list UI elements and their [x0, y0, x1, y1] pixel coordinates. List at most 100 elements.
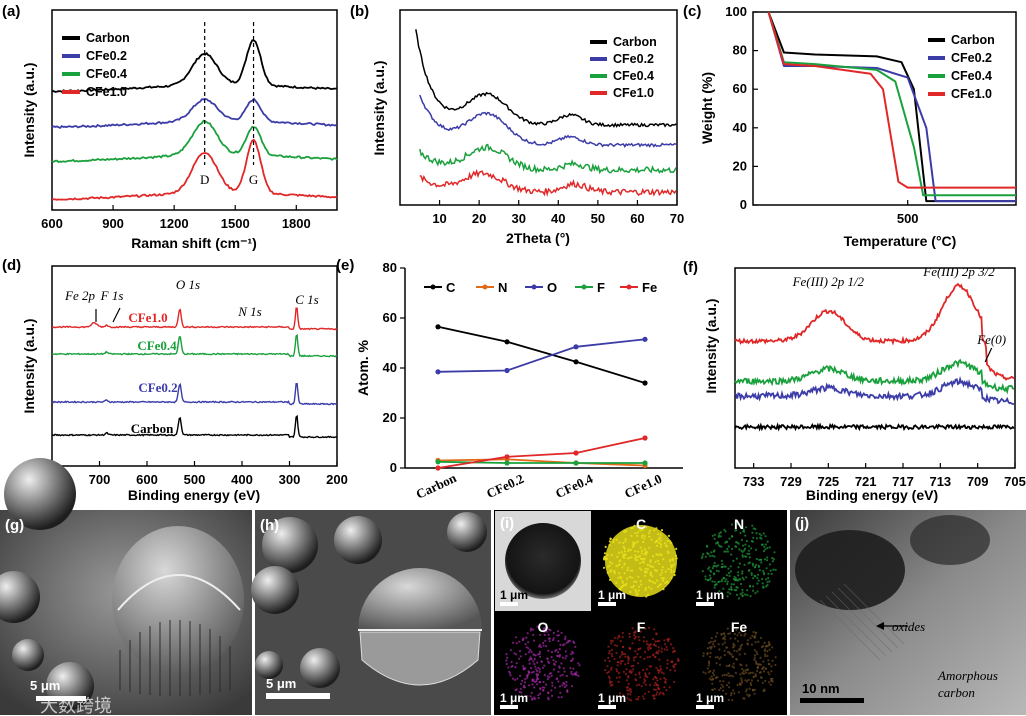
- eds-tile-dot: [740, 681, 744, 684]
- eds-tile-dot: [566, 690, 569, 694]
- eds-tile-dot: [766, 559, 769, 562]
- eds-tile-dot: [760, 537, 763, 540]
- eds-tile-dot: [766, 546, 769, 550]
- eds-tile-dot: [648, 655, 652, 659]
- chart-f-arrow-fe0: [984, 347, 993, 363]
- eds-tile-dot: [727, 681, 731, 684]
- eds-tile-dot: [713, 533, 717, 536]
- eds-tile-element-Fe: Fe: [731, 619, 748, 635]
- eds-tile-dot: [730, 553, 733, 556]
- eds-tile-dot: [657, 671, 660, 674]
- chart-a: Raman shift (cm⁻¹) Intensity (a.u.): [21, 9, 338, 251]
- eds-tile-dot: [708, 646, 712, 649]
- eds-tile-dot: [723, 654, 726, 657]
- eds-tile-dot: [624, 653, 627, 656]
- eds-tile-dot: [748, 556, 752, 559]
- eds-tile-scale-label: 1 μm: [500, 691, 528, 705]
- chart-c-legend-label-Carbon: Carbon: [951, 33, 995, 47]
- eds-tile-dot: [507, 666, 510, 669]
- eds-tile-dot: [741, 672, 744, 675]
- eds-tile-dot: [757, 640, 760, 644]
- eds-tile-dot: [536, 669, 539, 673]
- eds-tile-dot: [653, 643, 656, 646]
- eds-tile-dot: [757, 663, 761, 666]
- eds-tile-dot: [644, 627, 647, 630]
- eds-tile-dot: [628, 698, 631, 701]
- eds-tile-dot: [712, 669, 716, 672]
- eds-tile-dot: [563, 685, 567, 689]
- eds-tile-dot: [757, 565, 761, 569]
- eds-tile-dot: [760, 534, 763, 537]
- eds-tile-dot: [751, 634, 754, 638]
- eds-tile-dot: [551, 638, 555, 642]
- chart-a-series-Carbon: [51, 39, 338, 93]
- chart-b-series-CFe0.4: [419, 143, 677, 175]
- eds-tile-dot: [618, 656, 622, 659]
- eds-tile-dot: [633, 631, 636, 634]
- eds-tile-dot: [634, 673, 637, 676]
- eds-tile-dot: [618, 635, 621, 639]
- eds-tile-dot: [744, 526, 748, 529]
- eds-tile-dot: [653, 684, 656, 687]
- eds-tile-dot: [645, 674, 648, 677]
- chart-d-xtick-label: 200: [326, 472, 348, 487]
- eds-tile-dot: [758, 671, 762, 675]
- eds-tile-dot: [763, 641, 766, 645]
- eds-tile-dot: [529, 695, 532, 698]
- eds-tile-dot: [644, 679, 647, 682]
- chart-c-ytick-label: 40: [733, 120, 747, 135]
- eds-tile-dot: [748, 693, 751, 697]
- chart-c-ytick-label: 60: [733, 81, 747, 96]
- eds-tile-dot: [611, 648, 614, 651]
- eds-tile-dot: [552, 659, 555, 662]
- eds-tile-dot: [754, 565, 757, 569]
- eds-tile-dot: [711, 580, 714, 583]
- eds-tile-dot: [548, 676, 551, 679]
- eds-tile-dot: [708, 662, 711, 665]
- eds-tile-dot: [733, 649, 736, 652]
- eds-tile-dot: [735, 657, 738, 661]
- eds-tile-dot: [704, 578, 707, 581]
- eds-tile-dot: [532, 633, 535, 637]
- chart-f-xtick-label: 725: [817, 474, 839, 489]
- eds-tile-dot: [550, 674, 553, 677]
- eds-tile-dot: [652, 678, 655, 681]
- chart-f-series-CFe0.2: [734, 376, 1015, 406]
- eds-tile-dot: [610, 653, 613, 656]
- eds-tile-dot: [745, 540, 749, 543]
- eds-tile-dot: [735, 541, 738, 544]
- eds-tile-dot: [719, 656, 723, 659]
- eds-tile-dot: [550, 655, 553, 659]
- panel-label-i: (i): [500, 515, 514, 532]
- eds-tile-dot: [712, 550, 716, 553]
- eds-tile-dot: [767, 671, 770, 674]
- eds-tile-dot: [540, 660, 543, 664]
- chart-d-arrow-f: [112, 307, 121, 323]
- eds-tile-dot: [663, 686, 666, 689]
- eds-tile-dot: [743, 563, 746, 567]
- eds-tile-dot: [624, 663, 627, 666]
- chart-e-ytick-label: 40: [383, 360, 397, 375]
- eds-tile-dot: [645, 640, 648, 643]
- chart-e-point-O: [573, 344, 579, 350]
- eds-tile-dot: [766, 556, 769, 559]
- eds-tile-dot: [629, 693, 632, 696]
- eds-tile-dot: [622, 670, 626, 673]
- eds-tile-dot: [730, 583, 733, 586]
- eds-tile-dot: [722, 680, 725, 683]
- eds-tile-dot: [529, 629, 532, 632]
- eds-tile-dot: [572, 673, 575, 676]
- eds-tile-element-F: F: [637, 619, 646, 635]
- chart-b-xtick-label: 60: [630, 211, 644, 226]
- eds-tile-dot: [722, 689, 725, 692]
- eds-tile-dot: [753, 656, 756, 659]
- eds-tile-dot: [515, 636, 518, 639]
- eds-tile-dot: [741, 591, 744, 594]
- eds-tile-dot: [518, 690, 521, 694]
- panel-label-b: (b): [350, 3, 369, 20]
- sem-image-h: 5 μm (h): [251, 510, 491, 715]
- eds-tile-dot: [536, 673, 540, 676]
- eds-tile-dot: [619, 660, 623, 663]
- eds-tile-dot: [735, 529, 738, 532]
- chart-e-legend-marker-F: [581, 284, 587, 290]
